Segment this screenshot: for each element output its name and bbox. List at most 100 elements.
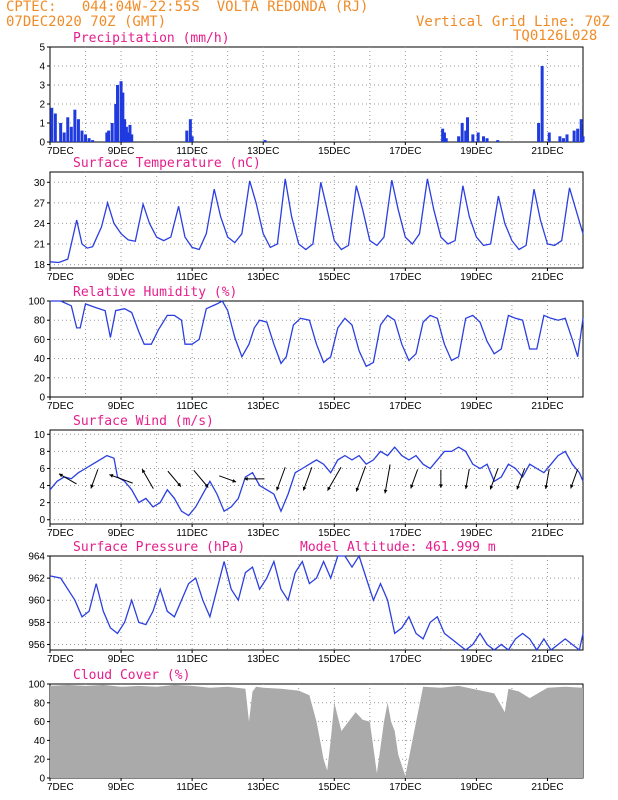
wind-arrow-head xyxy=(383,489,388,494)
x-tick-label: 15DEC xyxy=(318,528,350,539)
x-tick-label: 21DEC xyxy=(531,146,563,157)
precip-bar xyxy=(482,136,486,142)
y-tick-label: 40 xyxy=(34,736,46,747)
precip-bar xyxy=(441,128,445,142)
x-tick-label: 9DEC xyxy=(108,782,135,793)
wind-arrow-head xyxy=(177,482,181,487)
panel-frame-0 xyxy=(49,46,584,143)
x-tick-label: 7DEC xyxy=(47,782,74,793)
x-tick-label: 13DEC xyxy=(247,782,279,793)
x-tick-label: 13DEC xyxy=(247,401,279,412)
x-tick-label: 9DEC xyxy=(108,146,135,157)
panel-title-0: Precipitation (mm/h) xyxy=(73,31,230,46)
panel-title-3: Surface Wind (m/s) xyxy=(73,414,214,429)
wind-arrow xyxy=(302,467,313,491)
x-tick-label: 9DEC xyxy=(108,401,135,412)
wind-arrow-head xyxy=(302,486,307,491)
y-tick-label: 24 xyxy=(34,219,46,230)
y-tick-label: 5 xyxy=(39,43,45,54)
precip-bar xyxy=(565,134,569,142)
x-tick-label: 13DEC xyxy=(247,654,279,665)
y-tick-label: 100 xyxy=(28,680,45,691)
precip-bar xyxy=(76,119,80,142)
x-tick-label: 17DEC xyxy=(389,146,421,157)
y-tick-label: 100 xyxy=(28,297,45,308)
y-tick-label: 80 xyxy=(34,316,46,327)
series-line-4 xyxy=(49,554,584,652)
x-tick-label: 9DEC xyxy=(108,654,135,665)
wind-arrow xyxy=(276,467,286,491)
precip-bar xyxy=(576,128,580,142)
series-line-1 xyxy=(49,178,584,264)
y-tick-label: 0 xyxy=(39,138,45,149)
precip-bar xyxy=(119,81,123,142)
x-tick-label: 21DEC xyxy=(531,272,563,283)
y-tick-label: 40 xyxy=(34,354,46,365)
precip-bar xyxy=(471,134,475,142)
x-tick-label: 11DEC xyxy=(176,654,208,665)
panel-frame-2 xyxy=(49,300,584,398)
wind-arrow-head xyxy=(516,485,520,490)
precip-bar xyxy=(466,117,470,142)
x-tick-label: 15DEC xyxy=(318,654,350,665)
precip-bar xyxy=(114,104,118,142)
x-tick-label: 11DEC xyxy=(176,146,208,157)
y-tick-label: 60 xyxy=(34,717,46,728)
y-tick-label: 4 xyxy=(39,62,45,73)
x-tick-label: 13DEC xyxy=(247,528,279,539)
x-tick-label: 17DEC xyxy=(389,528,421,539)
precip-bar xyxy=(496,140,500,142)
cloud-cover-area xyxy=(50,684,583,778)
wind-arrow xyxy=(489,468,499,490)
x-tick-label: 17DEC xyxy=(389,782,421,793)
precip-bar xyxy=(62,132,66,142)
y-tick-label: 10 xyxy=(34,430,46,441)
precip-bar xyxy=(537,123,541,142)
panel-frame-1 xyxy=(49,171,584,269)
wind-arrow-head xyxy=(244,477,248,481)
precip-bar xyxy=(581,136,585,142)
x-tick-label: 15DEC xyxy=(318,272,350,283)
precip-bar xyxy=(579,119,583,142)
precip-bar xyxy=(476,132,480,142)
wind-arrow-head xyxy=(232,479,237,483)
panel-frame-3 xyxy=(49,429,584,525)
y-tick-label: 4 xyxy=(39,481,45,492)
x-tick-label: 11DEC xyxy=(176,782,208,793)
panel-frame-4 xyxy=(49,555,584,651)
x-tick-label: 21DEC xyxy=(531,528,563,539)
wind-arrow-head xyxy=(464,485,469,489)
precip-bar xyxy=(444,138,448,142)
x-tick-label: 9DEC xyxy=(108,272,135,283)
precip-bar xyxy=(59,123,63,142)
y-tick-label: 6 xyxy=(39,464,45,475)
model-altitude-annotation: Model Altitude: 461.999 m xyxy=(300,540,496,555)
precip-bar xyxy=(53,113,57,142)
x-tick-label: 7DEC xyxy=(47,272,74,283)
x-tick-label: 7DEC xyxy=(47,401,74,412)
y-tick-label: 18 xyxy=(34,260,46,271)
wind-arrow xyxy=(516,468,526,490)
y-tick-label: 962 xyxy=(28,574,45,585)
precip-bar xyxy=(91,140,95,142)
precip-bar xyxy=(124,126,128,142)
wind-arrow xyxy=(109,474,133,484)
wind-arrow-head xyxy=(489,485,494,490)
x-tick-label: 19DEC xyxy=(460,782,492,793)
x-tick-label: 19DEC xyxy=(460,146,492,157)
panel-title-5: Cloud Cover (%) xyxy=(73,668,190,683)
y-tick-label: 2 xyxy=(39,100,45,111)
y-tick-label: 3 xyxy=(39,81,45,92)
y-tick-label: 958 xyxy=(28,618,45,629)
x-tick-label: 13DEC xyxy=(247,272,279,283)
y-tick-label: 21 xyxy=(34,240,46,251)
wind-arrow-head xyxy=(544,485,549,489)
x-tick-label: 21DEC xyxy=(531,401,563,412)
y-tick-label: 30 xyxy=(34,178,46,189)
precip-bar xyxy=(110,123,114,142)
y-tick-label: 80 xyxy=(34,698,46,709)
precip-bar xyxy=(121,92,125,142)
wind-arrow-head xyxy=(410,484,414,489)
y-tick-label: 20 xyxy=(34,373,46,384)
y-tick-label: 0 xyxy=(39,393,45,404)
